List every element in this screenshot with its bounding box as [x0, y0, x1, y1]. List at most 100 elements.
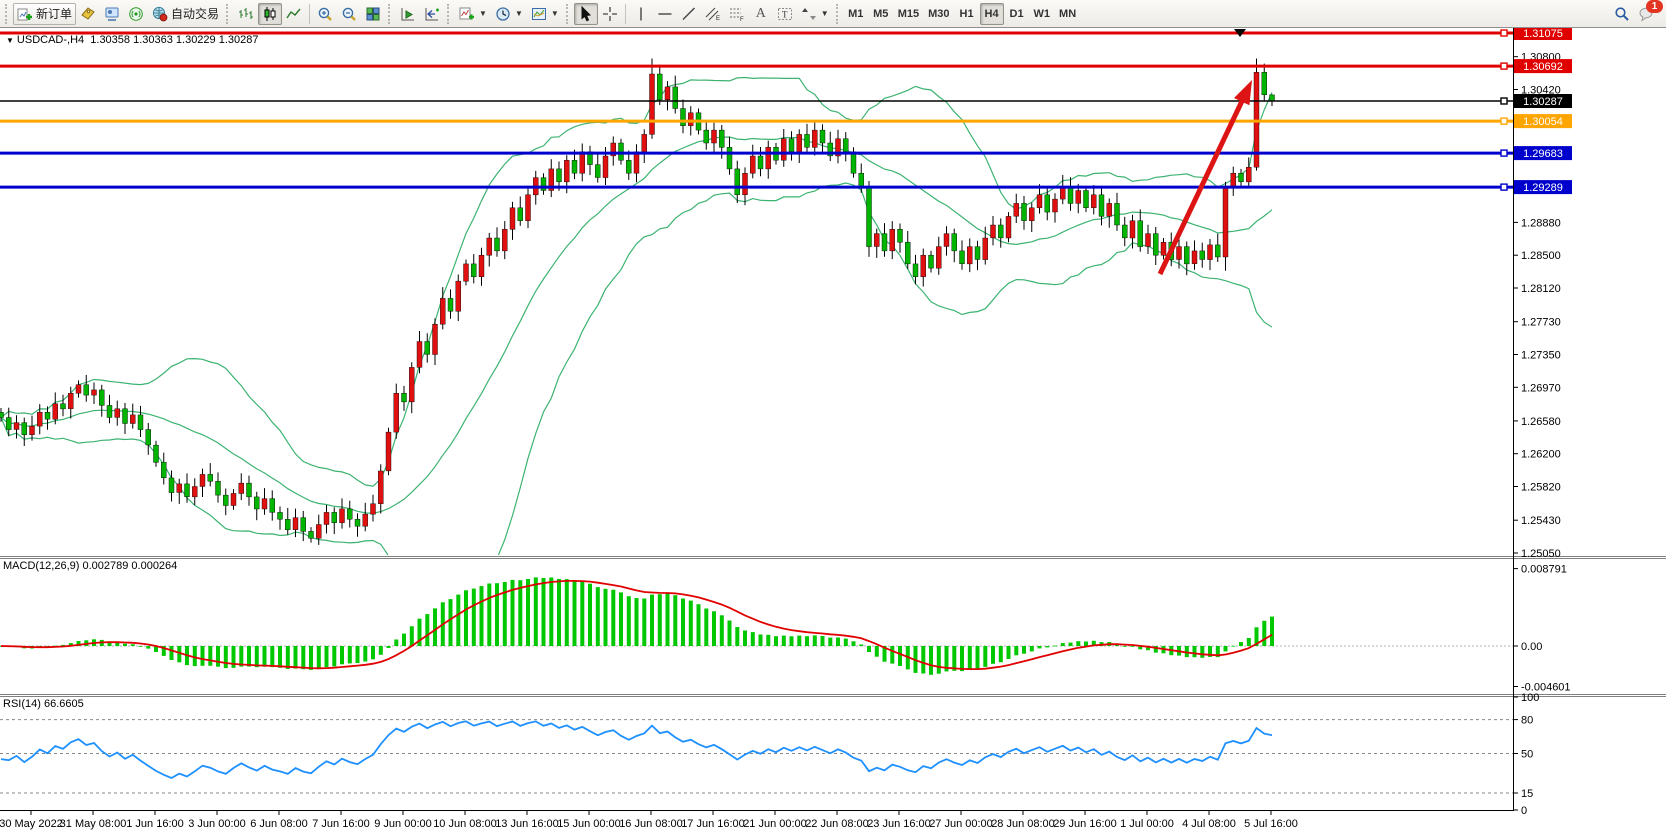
price-chart-svg[interactable]: 1.308001.304201.288801.285001.281201.277… [0, 26, 1666, 836]
bar-chart-button[interactable] [234, 3, 258, 25]
text-label-button[interactable]: T [773, 3, 797, 25]
candle-body [657, 73, 663, 101]
toolbar-grip[interactable] [447, 3, 452, 24]
candle-body [277, 512, 283, 520]
templates-button[interactable]: ▼ [527, 3, 563, 25]
line-chart-icon [286, 8, 301, 18]
macd-histogram-bar [216, 646, 220, 667]
candle-body [734, 168, 740, 195]
notifications-button[interactable]: 1 [1634, 0, 1663, 25]
candle-body [680, 108, 686, 126]
candle-body [1160, 242, 1167, 256]
macd-histogram-bar [673, 595, 678, 646]
timeframe-m5-button[interactable]: M5 [869, 3, 893, 25]
trend-arrow-line[interactable] [1157, 87, 1250, 276]
fibonacci-button[interactable]: F [725, 3, 749, 25]
price-badge [1514, 146, 1572, 161]
macd-histogram-bar [828, 637, 833, 646]
macd-histogram-bar [154, 646, 158, 652]
candle-body [230, 493, 237, 506]
chevron-down-icon: ▼ [820, 9, 829, 18]
toolbar-grip[interactable] [388, 3, 393, 24]
timeframe-d1-button[interactable]: D1 [1005, 3, 1029, 25]
chart-shift-marker[interactable] [1234, 29, 1246, 37]
candle-body [331, 512, 337, 523]
candle-body [1222, 185, 1229, 258]
macd-histogram-bar [1192, 646, 1197, 658]
line-handle[interactable] [1500, 183, 1508, 191]
line-handle[interactable] [1500, 29, 1508, 37]
tile-windows-icon [366, 7, 380, 20]
line-handle[interactable] [1500, 62, 1508, 70]
crosshair-button[interactable] [598, 3, 622, 25]
autotrading-button[interactable]: 自动交易 [148, 3, 223, 25]
trendline-button[interactable] [677, 3, 701, 25]
tile-windows-button[interactable] [361, 3, 385, 25]
line-chart-button[interactable] [282, 3, 306, 25]
toolbar-grip[interactable] [835, 3, 841, 24]
timeframe-m30-button[interactable]: M30 [924, 3, 953, 25]
macd-tick-label: 0.008791 [1521, 564, 1567, 576]
periods-clock-icon [496, 6, 510, 21]
candle-body [192, 486, 198, 498]
candle-body [1153, 233, 1159, 256]
candlestick-chart-button[interactable] [258, 2, 283, 25]
candle-body [13, 422, 20, 430]
chart-shift-button[interactable] [420, 3, 444, 25]
macd-histogram-bar [681, 598, 685, 646]
timeframe-h1-button[interactable]: H1 [955, 3, 979, 25]
date-tick-label: 13 Jun 16:00 [495, 818, 559, 830]
candle-body [757, 155, 764, 170]
trend-arrow-head[interactable] [1234, 80, 1252, 106]
arrows-button[interactable]: ▼ [797, 3, 833, 25]
line-handle[interactable] [1500, 117, 1508, 125]
candle-body [502, 229, 508, 252]
macd-histogram-bar [983, 646, 988, 667]
candle-body [633, 151, 640, 174]
price-tick-label: 1.27730 [1521, 317, 1561, 329]
line-handle[interactable] [1500, 97, 1508, 105]
cursor-button[interactable] [573, 2, 598, 25]
zoom-in-button[interactable] [313, 3, 337, 25]
timeframe-mn-button[interactable]: MN [1055, 3, 1080, 25]
candle-body [486, 237, 492, 256]
toolbar-grip[interactable] [226, 3, 231, 24]
signal-button[interactable] [124, 3, 148, 25]
timeframe-m1-button[interactable]: M1 [844, 3, 868, 25]
timeframe-h4-button[interactable]: H4 [979, 2, 1004, 25]
text-button[interactable]: A [749, 3, 773, 25]
vertical-line-button[interactable] [629, 3, 653, 25]
candle-body [866, 185, 872, 247]
periods-button[interactable]: ▼ [491, 3, 527, 25]
candle-body [393, 393, 399, 433]
macd-tick-label: -0.004601 [1521, 682, 1571, 694]
auto-scroll-button[interactable] [396, 3, 420, 25]
candle-body [323, 512, 330, 525]
search-button[interactable] [1610, 3, 1634, 25]
toolbar-grip[interactable] [565, 3, 571, 24]
line-handle[interactable] [1500, 149, 1508, 157]
date-tick-label: 16 Jun 08:00 [619, 818, 683, 830]
toolbar-grip[interactable] [5, 3, 10, 24]
svg-text:E: E [716, 16, 720, 22]
macd-histogram-bar [1270, 616, 1274, 646]
candle-body [75, 384, 82, 394]
candle-body [1184, 246, 1190, 265]
candle-body [959, 250, 965, 264]
equidistant-channel-button[interactable]: E [701, 3, 725, 25]
zoom-out-button[interactable] [337, 3, 361, 25]
search-icon [1615, 6, 1629, 21]
macd-panel [0, 577, 1513, 675]
candle-body [478, 254, 485, 277]
candle-body [858, 172, 864, 187]
new-order-button[interactable]: 新订单 [13, 2, 77, 25]
horizontal-line-button[interactable] [653, 3, 677, 25]
market-watch-button[interactable] [100, 3, 124, 25]
price-tag-button[interactable] [76, 3, 100, 25]
timeframe-m15-button[interactable]: M15 [894, 3, 923, 25]
candle-body [1075, 190, 1082, 204]
candle-body [1021, 203, 1027, 221]
indicators-button[interactable]: ▼ [455, 3, 491, 25]
timeframe-w1-button[interactable]: W1 [1030, 3, 1055, 25]
chart-area[interactable]: 1.30800 1.30420 1.28880 1.28500 1.28120 1.277… [0, 26, 1666, 836]
